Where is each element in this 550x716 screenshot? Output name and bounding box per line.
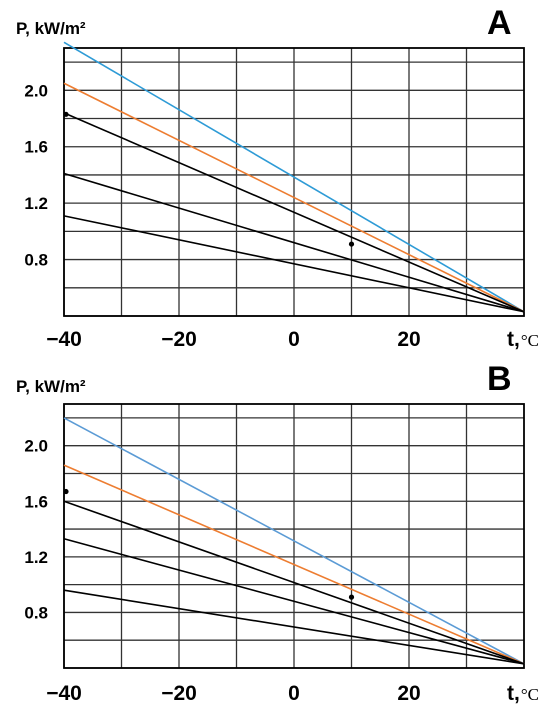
series-line-3 (63, 112, 525, 313)
x-tick-label: 20 (397, 328, 420, 351)
panel-label: A (487, 4, 512, 42)
x-tick-label: 20 (397, 682, 420, 705)
y-tick-label: 0.8 (24, 603, 48, 622)
y-tick-label: 1.2 (24, 548, 48, 567)
x-tick-label: −20 (161, 682, 197, 705)
series-line-4 (63, 172, 525, 313)
series-line-1 (63, 41, 525, 313)
series-line-2 (63, 82, 525, 313)
data-point-2 (348, 241, 355, 247)
x-axis-label: t,°C (507, 682, 539, 705)
y-tick-label: 1.2 (24, 194, 48, 213)
grid (63, 404, 524, 669)
series-line-2 (63, 464, 525, 665)
y-tick-label: 1.6 (24, 138, 48, 157)
data-point-2 (348, 594, 355, 600)
x-tick-label: 0 (288, 328, 300, 351)
series-line-4 (63, 538, 525, 665)
panel-label: B (487, 360, 512, 398)
x-tick-label: 0 (288, 682, 300, 705)
chart-panel-a: 0.8 1.2 1.6 2.0 −40 −20 0 20 t,°C P, kW/m² A (16, 4, 539, 351)
x-axis-label: t,°C (507, 328, 539, 351)
x-tick-label: −40 (46, 328, 82, 351)
y-axis-label: P, kW/m² (16, 19, 86, 38)
plot-frame (63, 47, 525, 317)
y-tick-label: 0.8 (24, 251, 48, 270)
chart-panel-b: 0.8 1.2 1.6 2.0 −40 −20 0 20 t,°C P, kW/m² B (16, 360, 539, 705)
y-axis-label: P, kW/m² (16, 377, 86, 396)
series-line-5 (63, 215, 525, 313)
series-line-3 (63, 500, 525, 665)
x-tick-label: −20 (161, 328, 197, 351)
data-point-1 (63, 488, 69, 495)
y-tick-label: 2.0 (24, 81, 48, 100)
series-line-5 (63, 589, 525, 665)
y-tick-label: 1.6 (24, 492, 48, 511)
grid (63, 48, 524, 317)
x-tick-label: −40 (46, 682, 82, 705)
plot-frame (63, 403, 525, 669)
series-line-1 (63, 417, 525, 665)
data-point-1 (63, 111, 69, 117)
y-tick-label: 2.0 (24, 437, 48, 456)
